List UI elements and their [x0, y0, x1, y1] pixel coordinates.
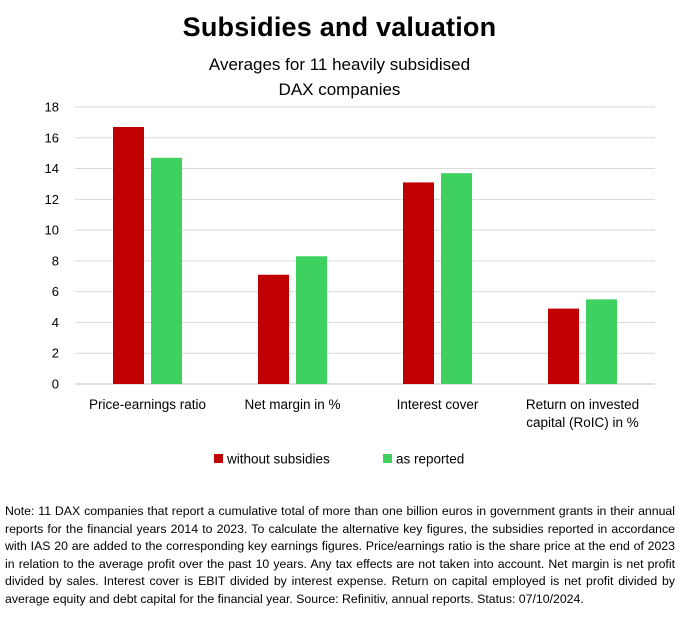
legend-label: as reported — [396, 452, 464, 467]
x-category-label: Price-earnings ratio — [89, 397, 206, 412]
y-tick-label: 6 — [52, 284, 59, 299]
chart-title: Subsidies and valuation — [182, 12, 497, 42]
bar-as-reported — [296, 256, 327, 384]
bar-without-subsidies — [113, 127, 144, 384]
y-tick-label: 0 — [52, 377, 59, 392]
chart-subtitle: Averages for 11 heavily subsidised DAX c… — [0, 52, 679, 102]
y-tick-label: 8 — [52, 253, 59, 268]
x-category-label: capital (RoIC) in % — [526, 415, 639, 430]
chart-subtitle-line-2: DAX companies — [278, 80, 401, 99]
y-tick-label: 14 — [45, 161, 59, 176]
y-tick-label: 16 — [45, 130, 59, 145]
legend-swatch — [214, 454, 223, 463]
bar-as-reported — [586, 299, 617, 384]
y-tick-label: 18 — [45, 100, 59, 115]
bar-chart: 0 2 4 6 8 10 12 14 16 18 Price-earnings ratio Net m… — [45, 100, 655, 467]
chart-subtitle-line-1: Averages for 11 heavily subsidised — [208, 55, 471, 74]
bar-without-subsidies — [403, 182, 434, 384]
x-category-label: Interest cover — [397, 397, 479, 412]
footnote: Note: 11 DAX companies that report a cum… — [5, 504, 675, 606]
y-tick-label: 12 — [45, 192, 59, 207]
legend-label: without subsidies — [226, 452, 330, 467]
y-tick-label: 10 — [45, 223, 59, 238]
y-tick-label: 4 — [52, 315, 59, 330]
bar-as-reported — [441, 173, 472, 384]
y-tick-label: 2 — [52, 346, 59, 361]
bar-without-subsidies — [548, 308, 579, 384]
legend-swatch — [383, 454, 392, 463]
x-category-label: Return on invested — [526, 397, 639, 412]
x-category-label: Net margin in % — [244, 397, 340, 412]
bar-as-reported — [151, 157, 182, 384]
bar-without-subsidies — [258, 274, 289, 384]
